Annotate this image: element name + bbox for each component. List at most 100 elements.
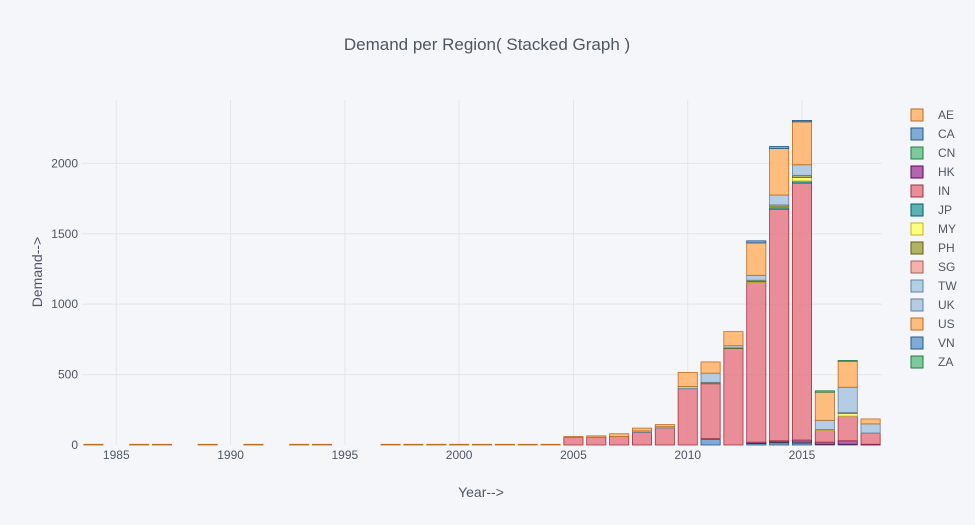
bar-segment-in-2016[interactable] [814,429,835,443]
bar-segment-us-1989[interactable] [197,443,218,446]
legend-label-in[interactable]: IN [938,184,950,198]
bar-segment-us-2017[interactable] [837,360,858,388]
bar-segment-us-1997[interactable] [380,443,401,446]
legend[interactable]: AE CA CN HK IN JP MY PH SG TW UK US VN ZA [910,108,957,369]
bar-segment-vn-2015[interactable] [792,120,813,123]
legend-label-uk[interactable]: UK [938,298,955,312]
bar-segment-uk-2013[interactable] [746,274,767,281]
bar-segment-us-2003[interactable] [517,443,538,446]
bar-segment-uk-2014[interactable] [769,194,790,206]
legend-swatch-uk[interactable] [910,298,924,312]
x-tick-label: 1990 [217,448,244,462]
bar-segment-us-2000[interactable] [449,443,470,446]
bar-segment-in-2017[interactable] [837,415,858,442]
bar-segment-us-2004[interactable] [540,443,561,446]
bar-segment-us-2015[interactable] [792,121,813,166]
bar-segment-us-1994[interactable] [311,443,332,446]
legend-swatch-sg[interactable] [910,260,924,274]
legend-swatch-cn[interactable] [910,146,924,160]
bar-segment-in-2009[interactable] [654,427,675,446]
bar-segment-in-2013[interactable] [746,281,767,443]
y-tick-label: 500 [58,368,78,382]
bar-segment-us-2008[interactable] [632,427,653,432]
legend-swatch-ph[interactable] [910,241,924,255]
legend-swatch-my[interactable] [910,222,924,236]
legend-swatch-ca[interactable] [910,127,924,141]
legend-swatch-za[interactable] [910,355,924,369]
legend-swatch-ae[interactable] [910,108,924,122]
legend-label-ph[interactable]: PH [938,241,955,255]
y-tick-label: 2000 [51,156,78,170]
bar-segment-us-2007[interactable] [609,433,630,437]
bar-segment-uk-2017[interactable] [837,386,858,414]
bar-segment-in-2015[interactable] [792,182,813,441]
bar-segment-za-2016[interactable] [814,390,835,393]
bar-segment-in-2014[interactable] [769,208,790,442]
bar-segment-uk-2016[interactable] [814,419,835,430]
bar-segment-us-2005[interactable] [563,436,584,438]
bar-segment-my-2015[interactable] [792,177,813,182]
bar-segment-us-2011[interactable] [700,361,721,374]
legend-swatch-in[interactable] [910,184,924,198]
bar-segment-vn-2013[interactable] [746,240,767,244]
legend-label-vn[interactable]: VN [938,336,955,350]
x-tick-label: 1995 [332,448,359,462]
legend-label-my[interactable]: MY [938,222,956,236]
bar-segment-us-2001[interactable] [471,443,492,446]
legend-swatch-vn[interactable] [910,336,924,350]
y-tick-label: 1000 [51,297,78,311]
bar-segment-us-1999[interactable] [426,443,447,446]
legend-swatch-tw[interactable] [910,279,924,293]
bar-segment-vn-2014[interactable] [769,146,790,149]
bar-segment-us-2002[interactable] [494,443,515,446]
x-axis-ticks: 1985 1990 1995 2000 2005 2010 2015 [103,448,816,462]
x-tick-label: 1985 [103,448,130,462]
x-tick-label: 2005 [560,448,587,462]
bar-segment-us-2018[interactable] [860,418,881,425]
legend-label-hk[interactable]: HK [938,165,955,179]
bar-segment-my-2017[interactable] [837,412,858,417]
bar-segment-us-2006[interactable] [586,435,607,438]
bar-segment-uk-2015[interactable] [792,164,813,176]
bar-segment-us-2016[interactable] [814,391,835,421]
legend-label-cn[interactable]: CN [938,146,955,160]
bar-segment-hk-2017[interactable] [837,440,858,445]
x-tick-label: 2015 [789,448,816,462]
bar-segment-us-1991[interactable] [243,443,264,446]
bar-segment-ca-2011[interactable] [700,438,721,446]
bar-segment-us-2013[interactable] [746,242,767,276]
legend-label-ae[interactable]: AE [938,108,954,122]
legend-swatch-us[interactable] [910,317,924,331]
legend-label-us[interactable]: US [938,317,955,331]
bar-segment-us-1993[interactable] [289,443,310,446]
legend-label-sg[interactable]: SG [938,260,955,274]
bar-segment-us-1998[interactable] [403,443,424,446]
legend-swatch-hk[interactable] [910,165,924,179]
bar-segment-in-2012[interactable] [723,348,744,446]
bar-segment-us-1986[interactable] [129,443,150,446]
bar-segment-in-2006[interactable] [586,436,607,446]
bar-segment-us-2009[interactable] [654,424,675,428]
legend-label-tw[interactable]: TW [938,279,957,293]
y-tick-label: 1500 [51,227,78,241]
legend-swatch-jp[interactable] [910,203,924,217]
bar-segment-us-2014[interactable] [769,148,790,196]
bar-segment-uk-2011[interactable] [700,372,721,383]
bar-segment-us-1987[interactable] [151,443,172,446]
legend-label-jp[interactable]: JP [938,203,952,217]
bar-segment-in-2007[interactable] [609,436,630,446]
bar-segment-in-2008[interactable] [632,431,653,446]
bars-group [83,120,881,446]
bar-segment-in-2011[interactable] [700,383,721,440]
bar-segment-uk-2018[interactable] [860,423,881,434]
chart-title: Demand per Region( Stacked Graph ) [344,35,630,54]
bar-segment-us-2012[interactable] [723,331,744,347]
bar-segment-in-2005[interactable] [563,436,584,446]
bar-segment-in-2018[interactable] [860,432,881,445]
legend-label-za[interactable]: ZA [938,355,953,369]
legend-label-ca[interactable]: CA [938,127,955,141]
bar-segment-us-1984[interactable] [83,443,104,446]
bar-segment-in-2010[interactable] [677,388,698,446]
bar-segment-us-2010[interactable] [677,372,698,387]
bar-segment-za-2017[interactable] [837,360,858,362]
